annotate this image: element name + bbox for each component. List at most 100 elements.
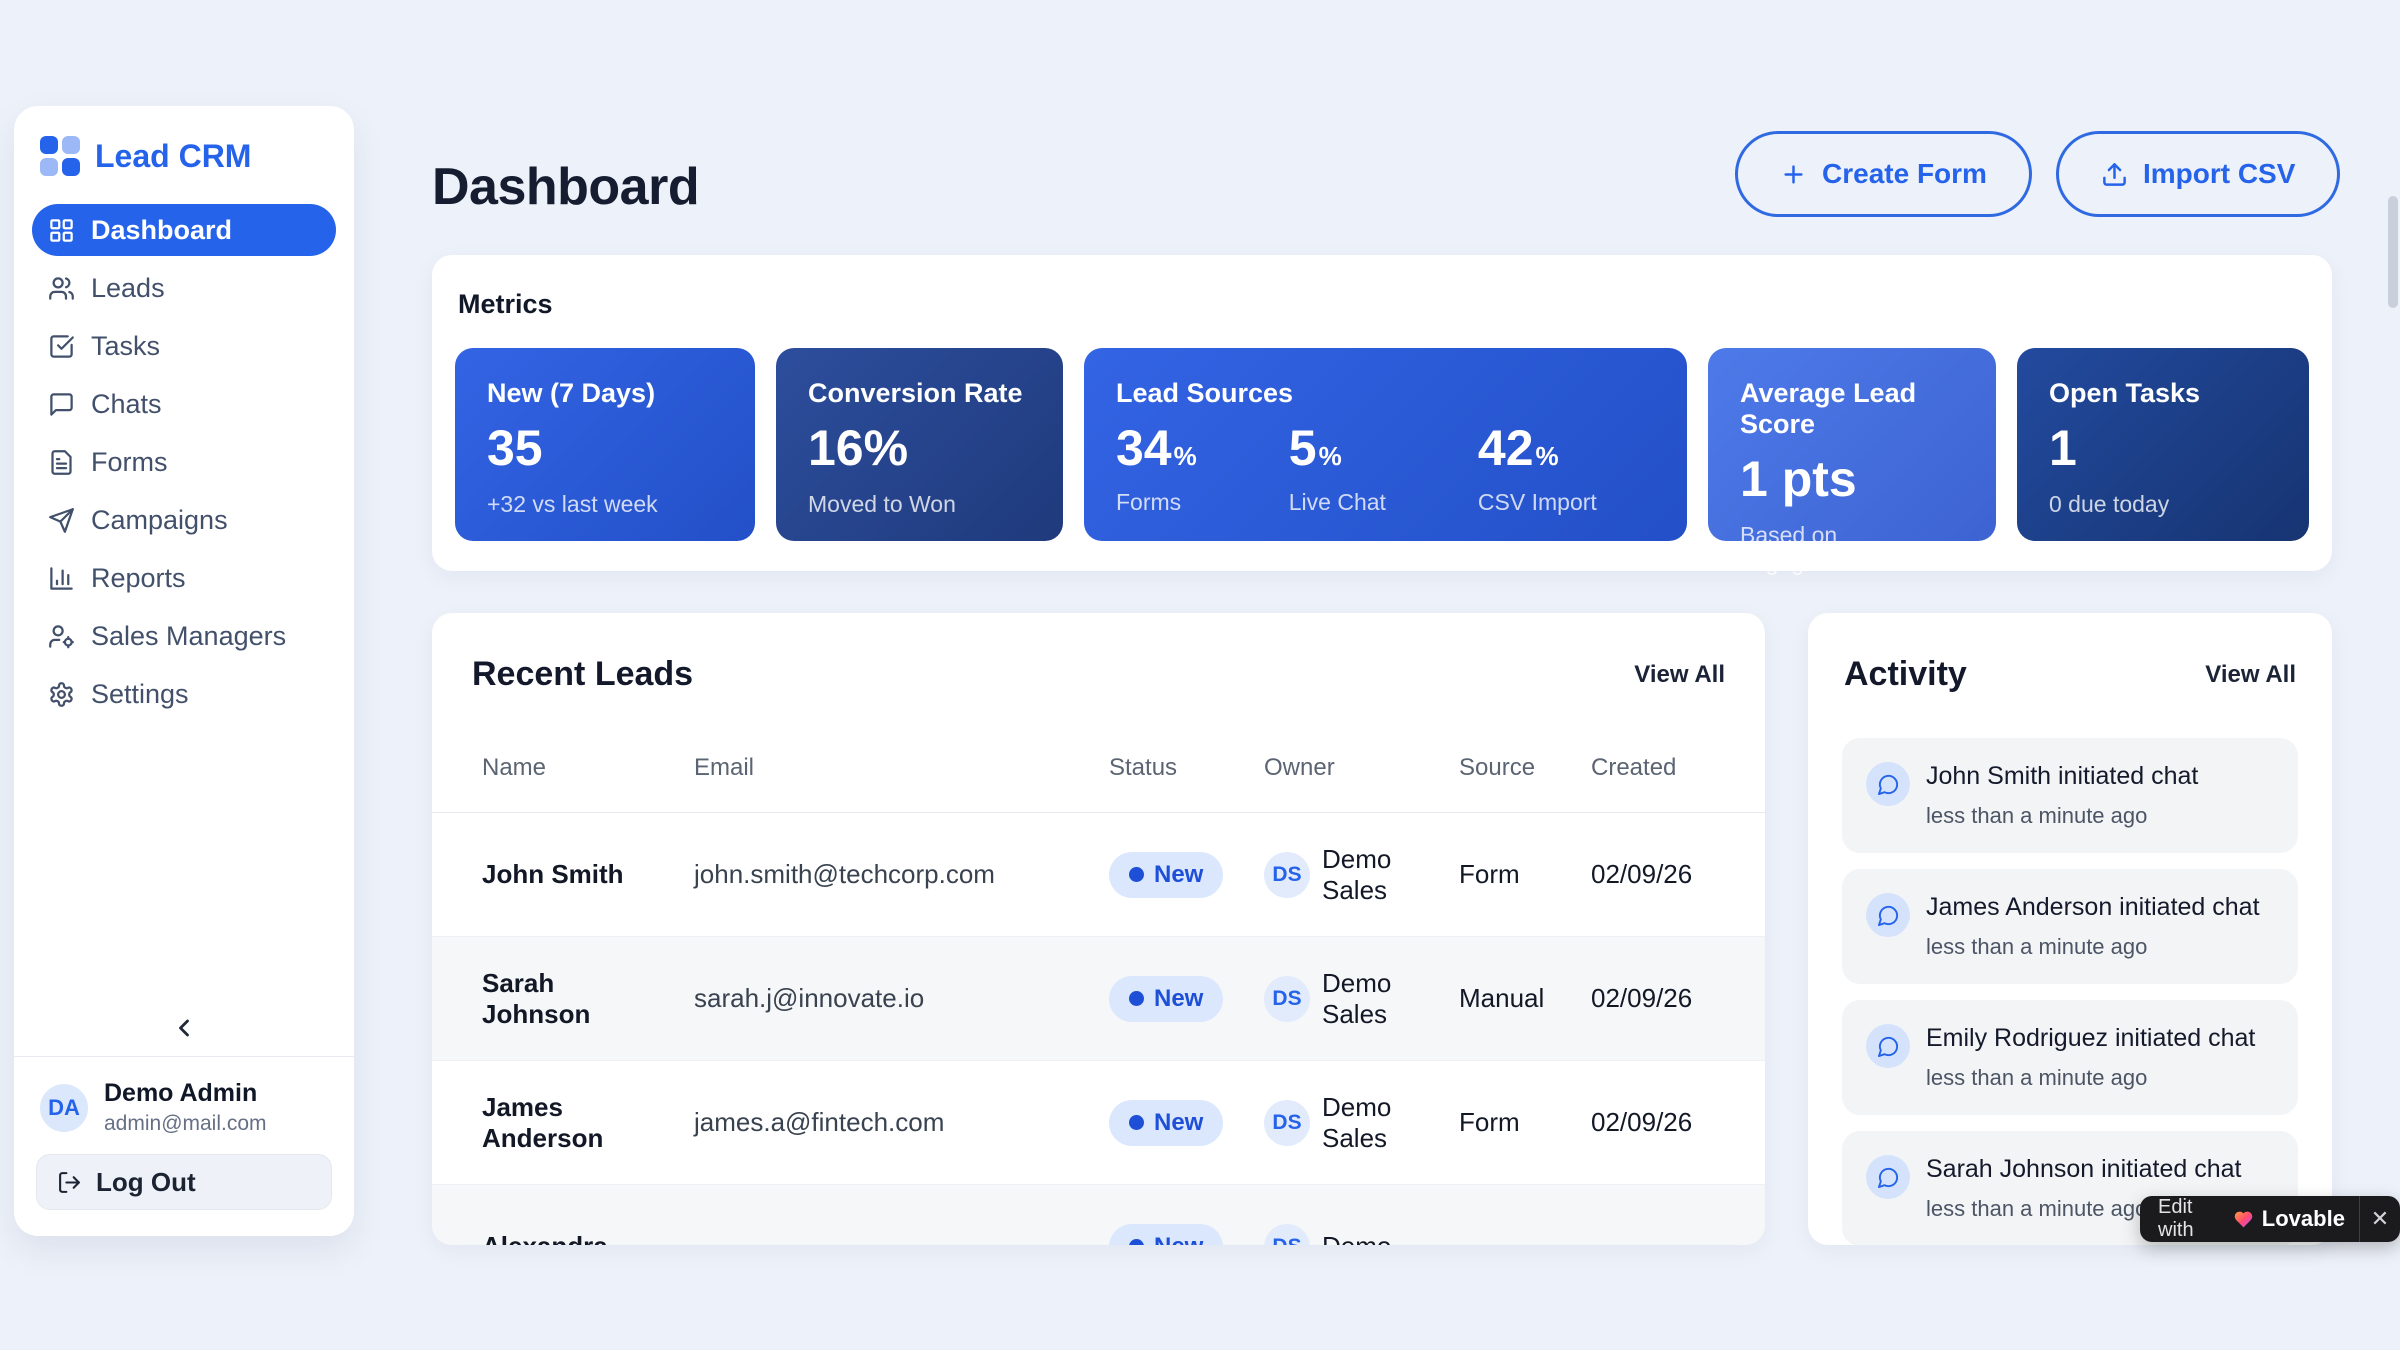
lovable-divider: [2358, 1196, 2360, 1242]
sidebar-nav: Dashboard Leads Tasks Chats Forms Campai…: [14, 194, 354, 720]
activity-text: Sarah Johnson initiated chat: [1926, 1155, 2242, 1183]
upload-icon: [2103, 162, 2126, 186]
logout-icon: [59, 1171, 80, 1193]
metric-subtitle: Based on engagement: [1740, 522, 1868, 575]
activity-panel: Activity View All John Smith initiated c…: [1808, 613, 2332, 1245]
table-row[interactable]: Alexandra New DS Demo: [432, 1184, 1765, 1245]
lead-email: john.smith@techcorp.com: [694, 859, 995, 889]
stat-value: 34: [1116, 420, 1172, 476]
sidebar-item-label: Dashboard: [91, 214, 233, 245]
page-title: Dashboard: [432, 157, 700, 216]
lead-name: Alexandra: [482, 1231, 632, 1245]
stat-forms: 34% Forms: [1116, 419, 1197, 516]
metric-tile-open-tasks: Open Tasks 1 0 due today: [2017, 348, 2309, 541]
owner-name: Demo Sales: [1322, 1091, 1392, 1153]
chat-bubble-icon: [1866, 1155, 1910, 1199]
stat-unit: %: [1535, 441, 1559, 471]
status-dot-icon: [1129, 1239, 1144, 1245]
status-badge: New: [1109, 851, 1224, 898]
status-dot-icon: [1129, 991, 1144, 1006]
lead-source: Form: [1459, 859, 1520, 889]
plus-icon: [1784, 164, 1803, 184]
column-header-email: Email: [694, 754, 755, 781]
stat-live-chat: 5% Live Chat: [1289, 419, 1386, 516]
sidebar-item-campaigns[interactable]: Campaigns: [32, 494, 336, 546]
lead-email: sarah.j@innovate.io: [694, 983, 925, 1013]
chat-bubble-icon: [1866, 1024, 1910, 1068]
activity-view-all-link[interactable]: View All: [2205, 660, 2296, 688]
lead-sources-stats: 34% Forms 5% Live Chat 42% CSV Import: [1116, 419, 1655, 516]
sidebar-item-settings[interactable]: Settings: [32, 668, 336, 720]
sidebar-item-sales-managers[interactable]: Sales Managers: [32, 610, 336, 662]
metric-subtitle: 0 due today: [2049, 491, 2170, 517]
metrics-heading: Metrics: [458, 289, 553, 319]
app-brand-name: Lead CRM: [95, 137, 252, 174]
activity-item[interactable]: John Smith initiated chat less than a mi…: [1842, 738, 2298, 853]
stat-label: CSV Import: [1477, 489, 1597, 515]
users-icon: [49, 276, 74, 300]
sidebar-item-tasks[interactable]: Tasks: [32, 320, 336, 372]
activity-item[interactable]: James Anderson initiated chat less than …: [1842, 869, 2298, 984]
sidebar-item-dashboard[interactable]: Dashboard: [32, 204, 336, 256]
activity-text: John Smith initiated chat: [1926, 762, 2199, 790]
table-row[interactable]: James Anderson james.a@fintech.com New D…: [432, 1060, 1765, 1184]
activity-item[interactable]: Sarah Johnson initiated chat less than a…: [1842, 1131, 2298, 1245]
sidebar-item-leads[interactable]: Leads: [32, 262, 336, 314]
sidebar-item-label: Settings: [91, 678, 189, 709]
bar-chart-icon: [50, 566, 73, 590]
sidebar-collapse-button[interactable]: [14, 998, 354, 1056]
status-dot-icon: [1129, 867, 1144, 882]
create-form-button[interactable]: Create Form: [1735, 131, 2032, 217]
activity-item[interactable]: Emily Rodriguez initiated chat less than…: [1842, 1000, 2298, 1115]
import-csv-label: Import CSV: [2142, 158, 2296, 189]
stat-label: Live Chat: [1288, 489, 1386, 515]
import-csv-button[interactable]: Import CSV: [2055, 131, 2341, 217]
sidebar-item-label: Campaigns: [91, 504, 228, 535]
table-row[interactable]: Sarah Johnson sarah.j@innovate.io New DS…: [432, 936, 1765, 1060]
owner-name: Demo Sales: [1322, 843, 1392, 905]
sidebar-item-forms[interactable]: Forms: [32, 436, 336, 488]
lead-created: 02/09/26: [1591, 859, 1693, 889]
lead-source: Form: [1459, 1107, 1520, 1137]
scrollbar-thumb[interactable]: [2388, 196, 2398, 308]
sidebar-item-label: Reports: [91, 562, 186, 593]
recent-leads-view-all-link[interactable]: View All: [1634, 660, 1725, 688]
lovable-edit-link[interactable]: Edit with Lovable: [2140, 1196, 2359, 1242]
lead-created: 02/09/26: [1591, 983, 1693, 1013]
metrics-panel: Metrics New (7 Days) 35 +32 vs last week…: [432, 255, 2332, 575]
activity-text: James Anderson initiated chat: [1926, 893, 2260, 921]
table-row[interactable]: John Smith john.smith@techcorp.com New D…: [432, 813, 1765, 936]
metric-value: 35: [487, 420, 543, 476]
metric-tile-lead-sources: Lead Sources 34% Forms 5% Live Chat 42% …: [1084, 348, 1687, 541]
sidebar-item-reports[interactable]: Reports: [32, 552, 336, 604]
status-badge: New: [1109, 1099, 1224, 1146]
owner-name: Demo Sales: [1322, 967, 1392, 1029]
lead-created: 02/09/26: [1591, 1107, 1693, 1137]
stat-unit: %: [1318, 441, 1342, 471]
recent-leads-heading: Recent Leads: [472, 655, 694, 693]
stat-unit: %: [1173, 441, 1197, 471]
stat-value: 5: [1288, 420, 1317, 476]
file-text-icon: [51, 449, 72, 475]
sidebar-item-label: Tasks: [91, 330, 161, 361]
logo-grid-icon: [40, 136, 80, 176]
metric-subtitle: +32 vs last week: [487, 491, 658, 517]
activity-time: less than a minute ago: [1926, 1065, 2148, 1090]
header-actions: Create Form Import CSV: [1735, 131, 2341, 217]
metric-value: 16%: [808, 420, 909, 476]
sidebar-item-label: Leads: [91, 272, 165, 303]
metric-tile-new-7-days: New (7 Days) 35 +32 vs last week: [455, 348, 755, 541]
dashboard-icon: [50, 218, 73, 242]
leads-table-header: Name Email Status Owner Source Created: [432, 754, 1765, 813]
activity-text: Emily Rodriguez initiated chat: [1926, 1024, 2256, 1052]
logout-button[interactable]: Log Out: [36, 1154, 332, 1210]
lovable-brand: Lovable: [2261, 1206, 2345, 1231]
chat-bubble-icon: [1866, 762, 1910, 806]
column-header-created: Created: [1591, 754, 1677, 781]
lovable-badge[interactable]: Edit with Lovable ✕: [2140, 1196, 2400, 1242]
sidebar-item-chats[interactable]: Chats: [32, 378, 336, 430]
user-email: admin@mail.com: [104, 1112, 267, 1135]
metric-value: 1 pts: [1740, 451, 1857, 507]
close-icon[interactable]: ✕: [2370, 1206, 2390, 1231]
